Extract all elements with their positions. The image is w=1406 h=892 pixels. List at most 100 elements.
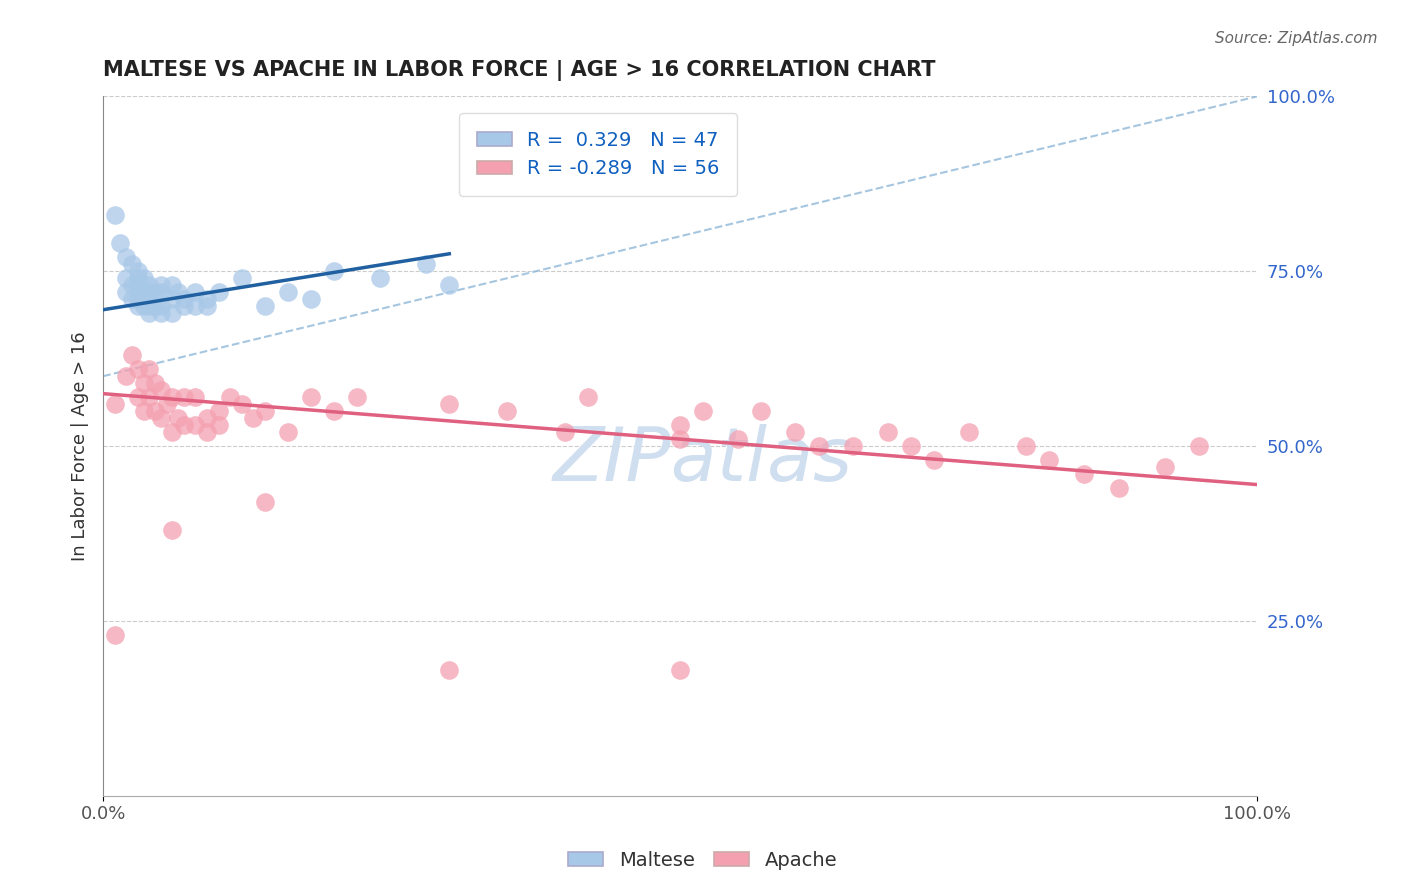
Point [957, 425, 980, 439]
Point [1015, 439, 1038, 453]
Point [842, 439, 865, 453]
Point [138, 292, 160, 306]
Point [127, 285, 149, 300]
Point [299, 390, 322, 404]
Point [554, 425, 576, 439]
Point [669, 418, 692, 433]
Point [346, 390, 368, 404]
Point [277, 425, 299, 439]
Point [785, 425, 807, 439]
Point [253, 495, 276, 509]
Point [115, 250, 138, 264]
Point [277, 285, 299, 300]
Point [322, 404, 344, 418]
Point [162, 425, 184, 439]
Point [749, 404, 772, 418]
Legend: Maltese, Apache: Maltese, Apache [561, 843, 845, 878]
Point [121, 257, 143, 271]
Point [162, 292, 184, 306]
Point [195, 425, 218, 439]
Point [162, 306, 184, 320]
Point [1188, 439, 1211, 453]
Point [143, 376, 166, 391]
Point [1153, 460, 1175, 475]
Point [1073, 467, 1095, 481]
Point [162, 390, 184, 404]
Point [143, 404, 166, 418]
Point [115, 271, 138, 285]
Point [253, 299, 276, 313]
Point [231, 397, 253, 411]
Point [138, 278, 160, 293]
Point [127, 264, 149, 278]
Point [876, 425, 898, 439]
Point [149, 383, 172, 397]
Point [167, 411, 190, 425]
Point [576, 390, 599, 404]
Point [368, 271, 391, 285]
Point [110, 236, 132, 251]
Point [184, 285, 207, 300]
Point [149, 299, 172, 313]
Point [127, 292, 149, 306]
Point [322, 264, 344, 278]
Point [184, 418, 207, 433]
Point [807, 439, 830, 453]
Point [173, 292, 195, 306]
Point [692, 404, 714, 418]
Point [104, 397, 127, 411]
Point [138, 306, 160, 320]
Y-axis label: In Labor Force | Age > 16: In Labor Force | Age > 16 [72, 331, 89, 561]
Point [167, 285, 190, 300]
Point [149, 411, 172, 425]
Point [439, 278, 461, 293]
Point [138, 285, 160, 300]
Point [132, 376, 155, 391]
Point [155, 397, 177, 411]
Point [415, 257, 437, 271]
Text: ZIPatlas: ZIPatlas [553, 424, 853, 496]
Point [127, 278, 149, 293]
Point [121, 348, 143, 362]
Point [439, 397, 461, 411]
Point [127, 299, 149, 313]
Point [132, 299, 155, 313]
Point [195, 292, 218, 306]
Point [121, 278, 143, 293]
Point [195, 411, 218, 425]
Point [162, 523, 184, 537]
Point [253, 404, 276, 418]
Point [207, 285, 229, 300]
Point [127, 390, 149, 404]
Point [184, 390, 207, 404]
Point [669, 432, 692, 446]
Point [900, 439, 922, 453]
Point [162, 278, 184, 293]
Point [104, 208, 127, 222]
Point [496, 404, 519, 418]
Point [115, 369, 138, 384]
Point [231, 271, 253, 285]
Point [143, 299, 166, 313]
Point [132, 285, 155, 300]
Point [132, 271, 155, 285]
Point [149, 306, 172, 320]
Point [138, 390, 160, 404]
Point [138, 299, 160, 313]
Point [195, 299, 218, 313]
Point [132, 404, 155, 418]
Text: Source: ZipAtlas.com: Source: ZipAtlas.com [1215, 31, 1378, 46]
Point [127, 271, 149, 285]
Point [173, 390, 195, 404]
Point [173, 299, 195, 313]
Point [1038, 453, 1060, 467]
Point [1108, 481, 1130, 495]
Text: MALTESE VS APACHE IN LABOR FORCE | AGE > 16 CORRELATION CHART: MALTESE VS APACHE IN LABOR FORCE | AGE >… [103, 60, 935, 80]
Point [121, 292, 143, 306]
Point [115, 285, 138, 300]
Point [922, 453, 945, 467]
Point [173, 418, 195, 433]
Point [727, 432, 749, 446]
Point [207, 418, 229, 433]
Point [669, 663, 692, 677]
